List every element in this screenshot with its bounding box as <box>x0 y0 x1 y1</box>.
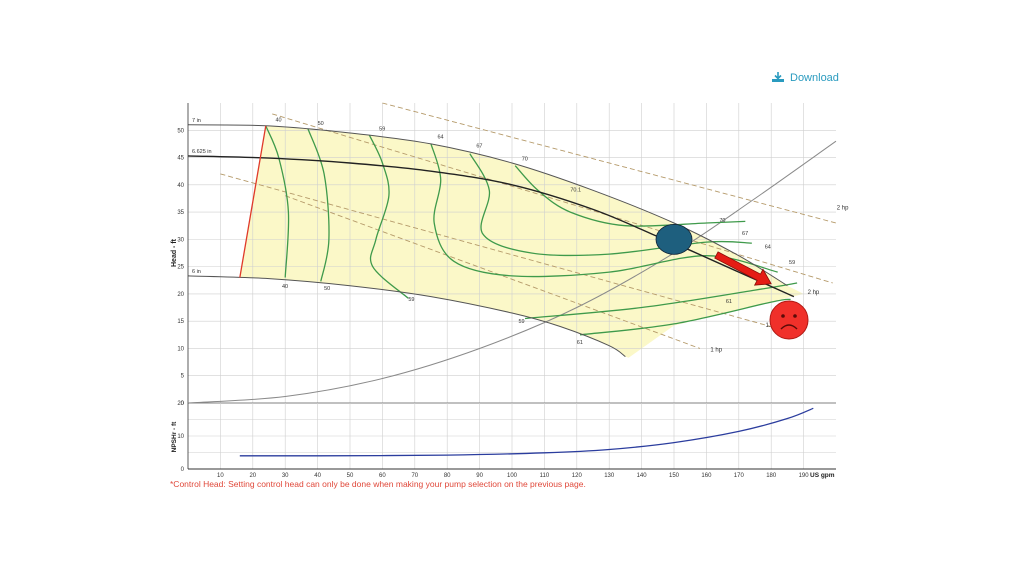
x-tick-label: 140 <box>637 473 648 479</box>
x-tick-label: 20 <box>249 473 256 479</box>
x-tick-label: 80 <box>444 473 451 479</box>
efficiency-label: 59 <box>518 319 524 325</box>
operating-point-marker <box>655 223 693 255</box>
x-tick-label: 190 <box>799 473 810 479</box>
x-tick-label: 30 <box>282 473 289 479</box>
min-diameter-line <box>239 125 267 278</box>
power-line <box>220 173 772 328</box>
efficiency-label: 50 <box>318 121 324 127</box>
x-tick-label: 60 <box>379 473 386 479</box>
operating-envelope-fill <box>239 125 804 358</box>
x-tick-label: 180 <box>766 473 777 479</box>
x-tick-label: 100 <box>507 473 518 479</box>
head-tick-label: 10 <box>177 346 184 352</box>
efficiency-label: 40 <box>282 284 288 290</box>
efficiency-label: 50 <box>324 286 330 292</box>
efficiency-curve <box>469 153 752 257</box>
control-head-footnote: *Control Head: Setting control head can … <box>170 479 586 489</box>
power-line <box>382 102 837 224</box>
x-tick-label: 90 <box>476 473 483 479</box>
impeller-curve-label: 7 in <box>192 118 201 124</box>
power-line <box>272 113 833 284</box>
head-tick-label: 0 <box>181 401 185 407</box>
frown-face-icon <box>769 300 809 340</box>
frown-face-circle <box>769 300 809 340</box>
x-tick-label: 160 <box>701 473 712 479</box>
x-tick-label: 50 <box>347 473 354 479</box>
efficiency-label: 59 <box>408 297 414 303</box>
efficiency-curve <box>265 125 290 278</box>
download-icon <box>772 72 784 82</box>
impeller-curve <box>187 275 626 358</box>
head-chart-panel: 2 hp2 hp1.5 hp1 hp40505964677070.1706764… <box>171 102 849 407</box>
efficiency-label: 67 <box>742 231 748 237</box>
frown-face-eye <box>793 314 797 318</box>
head-tick-label: 50 <box>177 128 184 134</box>
power-line <box>285 195 701 349</box>
power-line-label: 2 hp <box>808 290 820 296</box>
npsh-axis-label: NPSHr - ft <box>171 421 178 453</box>
x-tick-label: 150 <box>669 473 680 479</box>
annotation-overlay <box>655 223 809 340</box>
x-tick-label: 40 <box>314 473 321 479</box>
efficiency-label: 61 <box>577 340 583 346</box>
impeller-curve-label: 6.625 in <box>192 149 212 155</box>
npsh-chart-panel: 0 10 20 10 20 30 40 50 60 70 80 90 100 110 120 130 140 15… <box>171 401 836 479</box>
efficiency-curve <box>524 282 798 320</box>
npsh-tick-label: 0 <box>181 467 185 473</box>
x-tick-label: 10 <box>217 473 224 479</box>
efficiency-label: 67 <box>476 144 482 150</box>
system-curve <box>187 140 837 404</box>
direction-arrow <box>714 251 772 286</box>
impeller-curve-label: 6 in <box>192 269 201 275</box>
efficiency-curve <box>368 134 409 299</box>
x-tick-label: 110 <box>540 473 550 479</box>
head-tick-label: 40 <box>177 183 184 189</box>
npsh-curve <box>239 407 814 457</box>
efficiency-label: 70 <box>719 218 725 224</box>
efficiency-label: 40 <box>275 118 281 124</box>
head-tick-label: 30 <box>177 237 184 243</box>
frown-face-mouth <box>780 324 798 330</box>
head-tick-label: 20 <box>177 292 184 298</box>
frown-face-eye <box>781 314 785 318</box>
x-tick-label: 130 <box>604 473 615 479</box>
download-link[interactable]: Download <box>772 72 839 86</box>
efficiency-label: 59 <box>789 260 795 266</box>
efficiency-curve <box>579 298 791 336</box>
efficiency-label: 70 <box>522 156 528 162</box>
head-tick-label: 25 <box>177 265 184 271</box>
head-tick-label: 15 <box>177 319 184 325</box>
x-tick-label: 120 <box>572 473 583 479</box>
x-tick-label: 70 <box>411 473 418 479</box>
head-tick-label: 45 <box>177 156 184 162</box>
direction-arrow-shape <box>714 251 772 286</box>
efficiency-label: 61 <box>726 299 732 305</box>
impeller-curve <box>187 155 795 298</box>
head-axis-label: Head - ft <box>171 238 178 267</box>
npsh-tick-label: 20 <box>177 401 184 407</box>
head-tick-label: 35 <box>177 210 184 216</box>
efficiency-curve <box>514 165 746 227</box>
power-line-label: 2 hp <box>837 206 849 212</box>
efficiency-curve <box>307 128 330 282</box>
efficiency-label: 70.1 <box>570 187 581 193</box>
x-tick-label: 170 <box>734 473 745 479</box>
impeller-curve <box>187 124 788 287</box>
download-label: Download <box>790 72 839 84</box>
npsh-tick-label: 10 <box>177 434 184 440</box>
x-axis-label: US gpm <box>810 472 835 479</box>
power-line-label: 1 hp <box>710 347 722 353</box>
efficiency-label: 64 <box>437 134 443 140</box>
head-tick-label: 5 <box>181 374 185 380</box>
efficiency-label: 59 <box>379 126 385 132</box>
efficiency-label: 64 <box>765 245 771 251</box>
